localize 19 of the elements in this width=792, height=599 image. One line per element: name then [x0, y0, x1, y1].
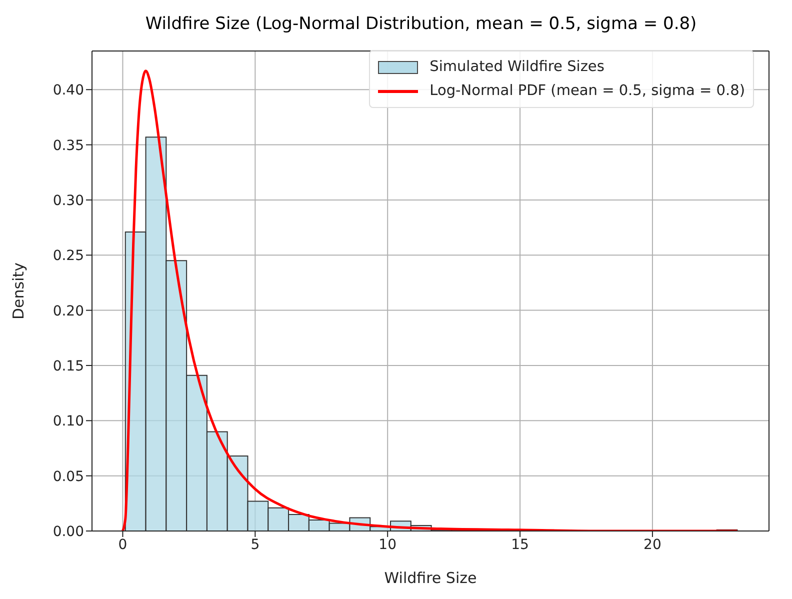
y-tick-label: 0.00	[52, 524, 84, 540]
y-tick-label: 0.10	[52, 414, 84, 430]
y-tick-label: 0.35	[52, 138, 84, 154]
chart-title: Wildfire Size (Log-Normal Distribution, mean = 0.5, sigma = 0.8)	[144, 14, 698, 34]
x-tick-label: 15	[511, 536, 529, 553]
x-tick-label: 10	[378, 536, 397, 553]
y-tick-label: 0.25	[52, 248, 84, 264]
legend-label: Simulated Wildfire Sizes	[430, 59, 604, 75]
y-tick-label: 0.15	[52, 358, 84, 374]
x-tick-label: 20	[644, 536, 662, 553]
x-tick-label: 0	[118, 536, 128, 553]
y-tick-label: 0.30	[52, 192, 84, 209]
x-axis-title: Wildfire Size	[384, 569, 477, 587]
y-tick-label: 0.20	[52, 303, 84, 320]
y-axis-title: Density	[9, 262, 28, 320]
x-tick-label: 5	[250, 536, 260, 553]
legend-label: Log-Normal PDF (mean = 0.5, sigma = 0.8)	[430, 83, 745, 99]
y-tick-label: 0.05	[52, 468, 84, 485]
y-tick-label: 0.40	[52, 82, 84, 99]
